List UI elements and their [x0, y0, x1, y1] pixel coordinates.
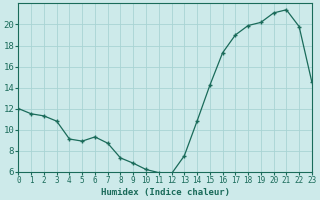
X-axis label: Humidex (Indice chaleur): Humidex (Indice chaleur) [101, 188, 230, 197]
